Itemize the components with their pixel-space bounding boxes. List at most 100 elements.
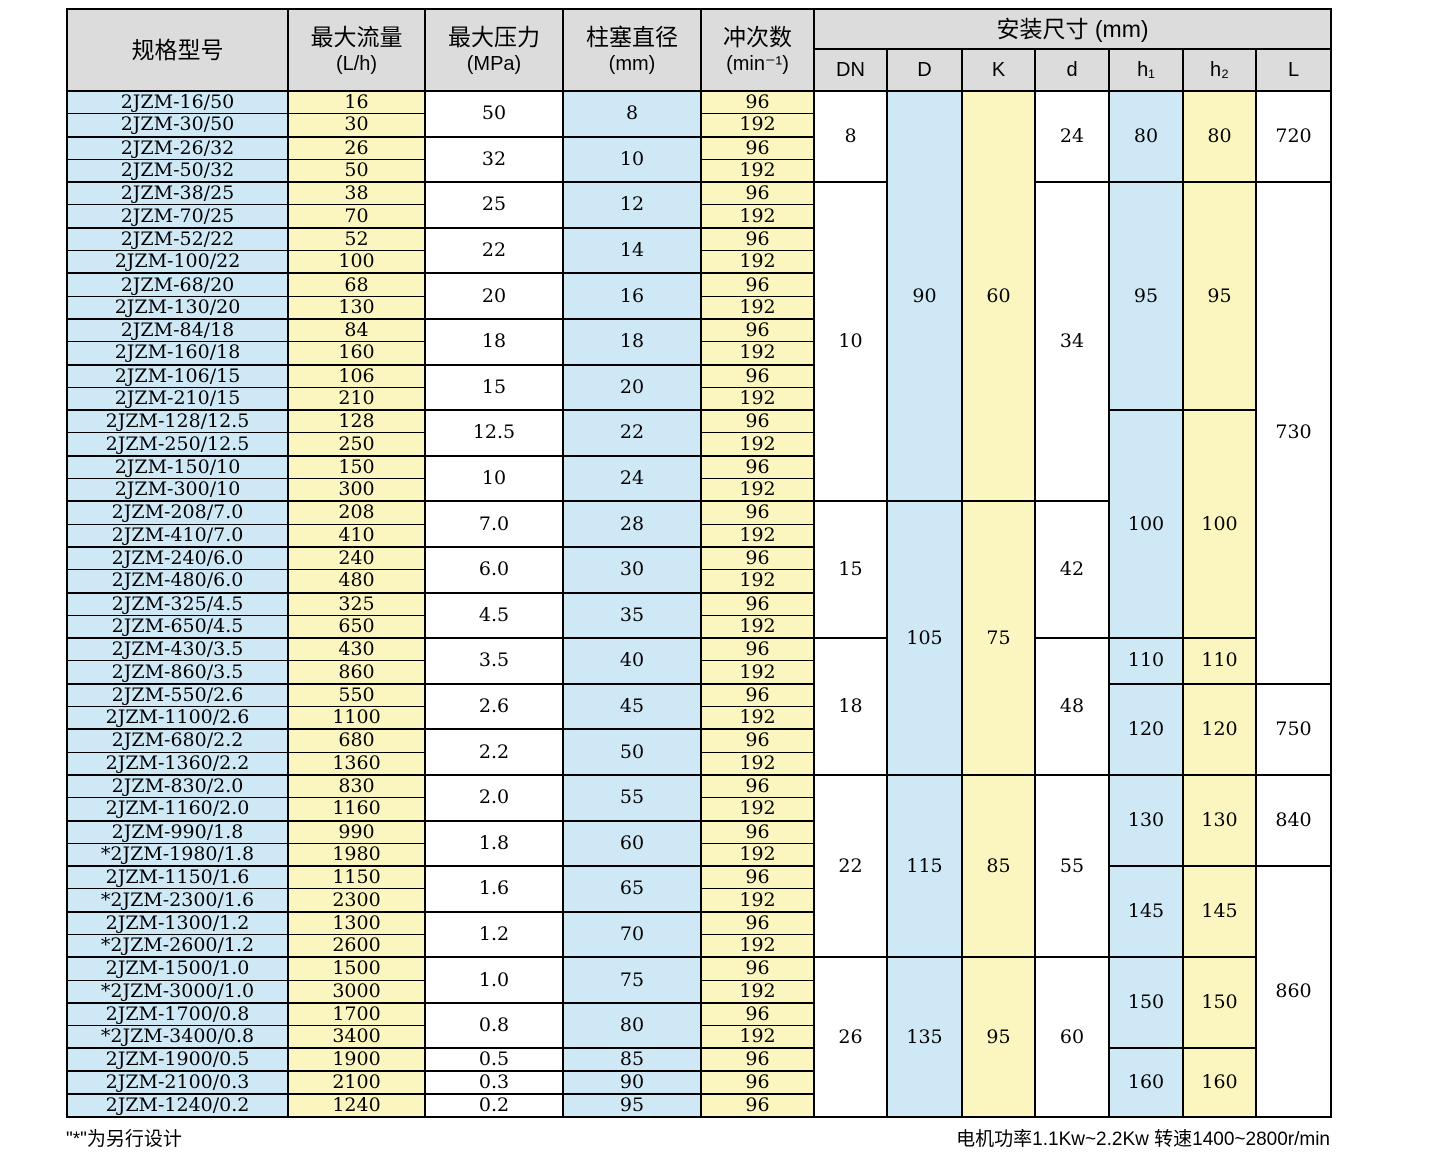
- model-cell: 2JZM-1150/1.6: [66, 865, 289, 890]
- col-header-h1: h₁: [1108, 48, 1184, 92]
- plunger-cell: 10: [562, 135, 702, 183]
- model-cell: 2JZM-210/15: [66, 386, 289, 411]
- stroke-cell: 96: [700, 591, 815, 616]
- flow-cell: 325: [287, 591, 426, 616]
- model-cell: 2JZM-250/12.5: [66, 432, 289, 457]
- flow-cell: 2600: [287, 933, 426, 958]
- d-inner-cell: 24: [1034, 89, 1110, 183]
- pressure-cell: 0.8: [424, 1001, 564, 1049]
- stroke-cell: 96: [700, 637, 815, 662]
- stroke-cell: 96: [700, 409, 815, 434]
- stroke-cell: 96: [700, 317, 815, 343]
- plunger-cell: 55: [562, 773, 702, 821]
- stroke-cell: 96: [700, 545, 815, 571]
- model-cell: 2JZM-70/25: [66, 204, 289, 229]
- model-cell: 2JZM-860/3.5: [66, 660, 289, 685]
- h2-cell: 100: [1182, 409, 1257, 639]
- stroke-cell: 96: [700, 500, 815, 525]
- h1-cell: 80: [1108, 89, 1184, 183]
- pressure-cell: 2.2: [424, 728, 564, 776]
- model-cell: 2JZM-680/2.2: [66, 728, 289, 753]
- pressure-cell: 12.5: [424, 409, 564, 457]
- flow-cell: 150: [287, 454, 426, 480]
- pressure-cell: 1.2: [424, 910, 564, 958]
- model-cell: 2JZM-1160/2.0: [66, 797, 289, 821]
- col-header-stroke-title: 冲次数: [723, 24, 792, 51]
- flow-cell: 3000: [287, 979, 426, 1004]
- flow-cell: 1100: [287, 706, 426, 730]
- stroke-cell: 96: [700, 1047, 815, 1072]
- plunger-cell: 50: [562, 728, 702, 776]
- pressure-cell: 2.6: [424, 682, 564, 730]
- stroke-cell: 96: [700, 910, 815, 935]
- col-header-d-outer: D: [886, 48, 963, 92]
- d-inner-cell: 42: [1034, 500, 1110, 639]
- plunger-cell: 40: [562, 637, 702, 685]
- plunger-cell: 14: [562, 226, 702, 274]
- k-cell: 95: [961, 956, 1036, 1118]
- stroke-cell: 192: [700, 432, 815, 457]
- model-cell: 2JZM-16/50: [66, 90, 289, 115]
- dn-cell: 8: [813, 89, 888, 183]
- stroke-cell: 192: [700, 933, 815, 958]
- stroke-cell: 96: [700, 865, 815, 890]
- stroke-cell: 96: [700, 1001, 815, 1027]
- model-cell: *2JZM-3400/0.8: [66, 1025, 289, 1049]
- stroke-cell: 192: [700, 523, 815, 548]
- flow-cell: 50: [287, 158, 426, 183]
- col-header-plunger: 柱塞直径 (mm): [562, 8, 702, 92]
- spec-table-wrap: 规格型号 最大流量 (L/h) 最大压力 (MPa) 柱塞直径 (mm): [66, 8, 1333, 1118]
- stroke-cell: 96: [700, 135, 815, 160]
- h2-cell: 145: [1182, 865, 1257, 958]
- dn-cell: 26: [813, 956, 888, 1118]
- h2-cell: 130: [1182, 773, 1257, 867]
- pressure-cell: 0.5: [424, 1047, 564, 1072]
- flow-cell: 1240: [287, 1093, 426, 1118]
- flow-cell: 1160: [287, 797, 426, 821]
- plunger-cell: 24: [562, 454, 702, 502]
- d-outer-cell: 90: [886, 89, 963, 502]
- model-cell: 2JZM-68/20: [66, 272, 289, 297]
- model-cell: 2JZM-1100/2.6: [66, 706, 289, 730]
- stroke-cell: 96: [700, 181, 815, 206]
- model-cell: *2JZM-2600/1.2: [66, 933, 289, 958]
- stroke-cell: 96: [700, 682, 815, 708]
- pressure-cell: 1.6: [424, 865, 564, 913]
- model-cell: *2JZM-2300/1.6: [66, 888, 289, 913]
- plunger-cell: 70: [562, 910, 702, 958]
- l-cell: 860: [1254, 865, 1333, 1118]
- plunger-cell: 85: [562, 1047, 702, 1072]
- stroke-cell: 192: [700, 158, 815, 183]
- model-cell: 2JZM-160/18: [66, 341, 289, 366]
- plunger-cell: 12: [562, 181, 702, 229]
- flow-cell: 830: [287, 773, 426, 799]
- model-cell: 2JZM-50/32: [66, 158, 289, 183]
- pressure-cell: 6.0: [424, 545, 564, 594]
- pressure-cell: 7.0: [424, 500, 564, 548]
- footnote-asterisk: "*"为另行设计: [66, 1129, 182, 1150]
- model-cell: 2JZM-650/4.5: [66, 614, 289, 639]
- flow-cell: 410: [287, 523, 426, 548]
- plunger-cell: 35: [562, 591, 702, 639]
- pressure-cell: 10: [424, 454, 564, 502]
- flow-cell: 70: [287, 204, 426, 229]
- model-cell: 2JZM-1360/2.2: [66, 751, 289, 776]
- col-header-h2: h₂: [1182, 48, 1257, 92]
- plunger-cell: 20: [562, 363, 702, 411]
- l-cell: 840: [1254, 773, 1333, 867]
- pressure-cell: 0.2: [424, 1093, 564, 1118]
- dn-cell: 10: [813, 181, 888, 502]
- flow-cell: 240: [287, 545, 426, 571]
- model-cell: 2JZM-26/32: [66, 135, 289, 160]
- model-cell: 2JZM-128/12.5: [66, 409, 289, 434]
- model-cell: 2JZM-150/10: [66, 454, 289, 480]
- model-cell: 2JZM-1300/1.2: [66, 910, 289, 935]
- stroke-cell: 192: [700, 614, 815, 639]
- stroke-cell: 192: [700, 751, 815, 776]
- model-cell: 2JZM-100/22: [66, 250, 289, 274]
- model-cell: 2JZM-208/7.0: [66, 500, 289, 525]
- model-cell: 2JZM-1700/0.8: [66, 1001, 289, 1027]
- flow-cell: 52: [287, 226, 426, 252]
- col-header-dn: DN: [813, 48, 888, 92]
- h1-cell: 145: [1108, 865, 1184, 958]
